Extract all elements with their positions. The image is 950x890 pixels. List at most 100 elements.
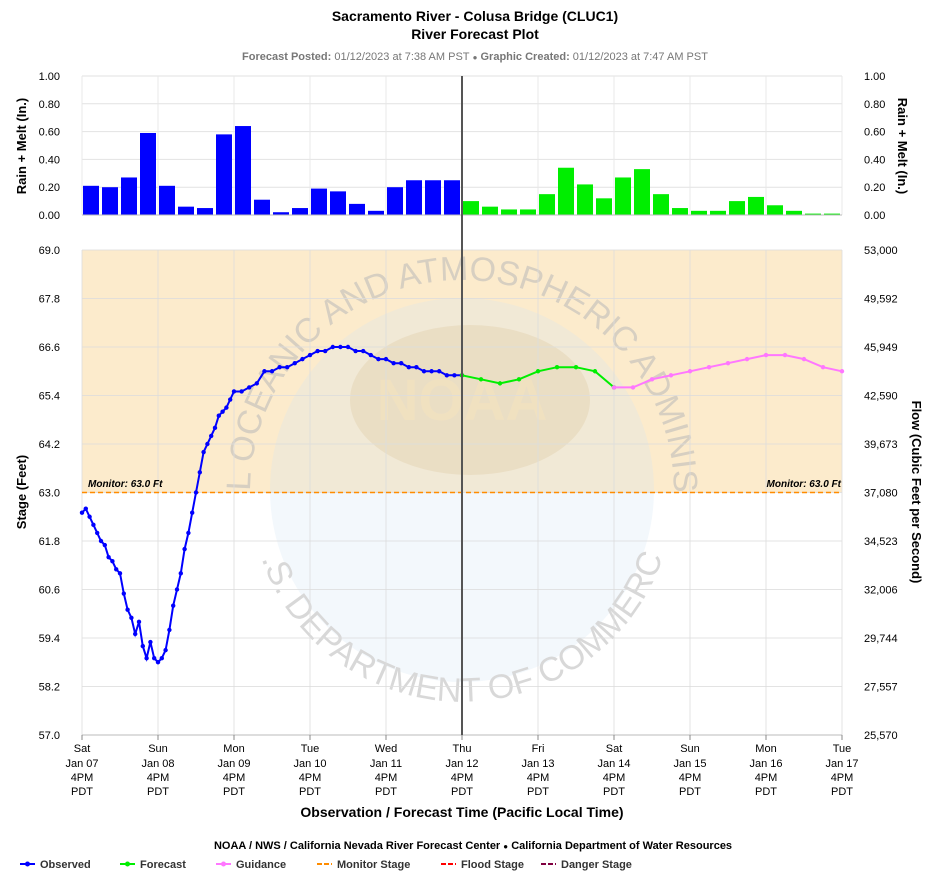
observed-point — [163, 647, 168, 653]
guidance-point — [725, 360, 731, 366]
precip-bar — [805, 213, 821, 215]
observed-point — [429, 369, 434, 374]
x-tick-time: 4PM — [71, 772, 94, 784]
observed-point — [345, 344, 351, 350]
observed-point — [121, 591, 127, 596]
x-tick-time: 4PM — [679, 772, 702, 784]
observed-point — [133, 631, 138, 637]
precip-bar — [463, 201, 479, 215]
guidance-point — [763, 352, 769, 358]
x-tick-zone: PDT — [451, 786, 473, 798]
observed-point — [307, 352, 313, 358]
flow-y-tick-label: 34,523 — [864, 536, 898, 548]
x-tick-zone: PDT — [831, 786, 853, 798]
observed-point — [231, 389, 237, 394]
x-tick-time: 4PM — [299, 772, 322, 784]
forecast-point — [554, 365, 560, 370]
observed-point — [300, 356, 305, 362]
precip-bars — [82, 126, 842, 216]
guidance-point — [820, 365, 826, 370]
legend-item: Danger Stage — [541, 859, 632, 871]
precip-y-tick-label: 0.00 — [39, 210, 60, 222]
precip-bar — [425, 180, 441, 215]
header-separator: ● — [473, 53, 478, 62]
legend-item: Forecast — [120, 859, 186, 871]
legend-item: Observed — [20, 859, 91, 871]
precip-bar — [786, 210, 802, 215]
precip-right-ticks: 0.00 0.20 0.40 0.60 0.80 1.00 — [864, 71, 885, 222]
precip-y-tick-label-right: 0.20 — [864, 182, 885, 194]
x-axis-label: Observation / Forecast Time (Pacific Loc… — [300, 804, 623, 820]
precip-bar — [406, 180, 422, 215]
x-tick-date: Jan 15 — [673, 758, 706, 770]
stage-y-tick-label: 60.6 — [39, 585, 60, 597]
precip-bar — [615, 177, 631, 215]
precip-bar — [729, 201, 745, 215]
stage-y-tick-label: 67.8 — [39, 294, 60, 306]
observed-point — [114, 567, 119, 572]
observed-point — [444, 373, 449, 378]
stage-y-tick-label: 69.0 — [39, 245, 60, 257]
precip-bar — [273, 212, 289, 215]
precip-y-tick-label: 0.80 — [39, 99, 60, 111]
forecast-point — [478, 377, 484, 382]
observed-point — [102, 542, 108, 548]
legend-marker — [25, 861, 30, 867]
precip-bar — [558, 167, 574, 215]
stage-y-tick-label: 63.0 — [39, 488, 60, 500]
x-tick-weekday: Wed — [375, 743, 397, 755]
precip-bar — [140, 132, 156, 215]
observed-point — [361, 348, 366, 354]
precip-bar — [824, 213, 840, 215]
legend-label: Observed — [40, 859, 91, 871]
x-tick-zone: PDT — [527, 786, 549, 798]
precip-bar — [330, 191, 346, 215]
precip-bar — [83, 185, 99, 215]
observed-point — [152, 656, 157, 661]
observed-point — [144, 656, 149, 661]
precip-bar — [235, 126, 251, 215]
observed-point — [83, 506, 89, 511]
observed-point — [277, 365, 282, 370]
observed-point — [87, 514, 92, 519]
x-tick-date: Jan 09 — [217, 758, 250, 770]
precip-bar — [197, 208, 213, 215]
observed-point — [414, 365, 419, 370]
observed-point — [201, 449, 206, 455]
x-tick-weekday: Tue — [301, 743, 320, 755]
guidance-point — [706, 365, 712, 370]
guidance-point — [687, 369, 693, 374]
flow-y-tick-label: 42,590 — [864, 391, 898, 403]
forecast-point — [573, 365, 579, 370]
observed-point — [391, 360, 396, 366]
precip-bar — [653, 194, 669, 215]
x-tick-time: 4PM — [223, 772, 246, 784]
x-tick-zone: PDT — [299, 786, 321, 798]
x-tick-weekday: Mon — [223, 743, 244, 755]
legend-label: Monitor Stage — [337, 859, 410, 871]
precip-bar — [748, 196, 764, 215]
flow-y-tick-label: 32,006 — [864, 585, 898, 597]
flow-y-tick-label: 45,949 — [864, 342, 898, 354]
stage-y-tick-label: 64.2 — [39, 439, 60, 451]
x-tick-date: Jan 11 — [370, 758, 402, 770]
stage-y-tick-label: 59.4 — [39, 633, 60, 645]
observed-point — [129, 615, 134, 620]
precip-y-axis-label-right: Rain + Melt (In.) — [895, 98, 910, 194]
forecast-point — [535, 369, 541, 374]
observed-point — [159, 656, 164, 661]
precip-bar — [520, 209, 536, 215]
observed-point — [330, 344, 335, 350]
stage-series — [79, 344, 845, 665]
flow-y-axis-label: Flow (Cubic Feet per Second) — [909, 401, 924, 584]
precip-panel: 0.00 0.20 0.40 0.60 0.80 1.00 0.00 0.20 0.40 0.6… — [14, 71, 910, 222]
legend-label: Flood Stage — [461, 859, 524, 871]
x-tick-time: 4PM — [603, 772, 626, 784]
observed-point — [182, 546, 187, 552]
observed-point — [239, 389, 244, 394]
stage-left-ticks: 57.0 58.2 59.4 60.6 61.8 63.0 64.2 65.4 66.6 67.8… — [39, 245, 60, 742]
precip-bar — [444, 180, 460, 215]
observed-point — [376, 356, 381, 362]
precip-y-tick-label-right: 0.00 — [864, 210, 885, 222]
